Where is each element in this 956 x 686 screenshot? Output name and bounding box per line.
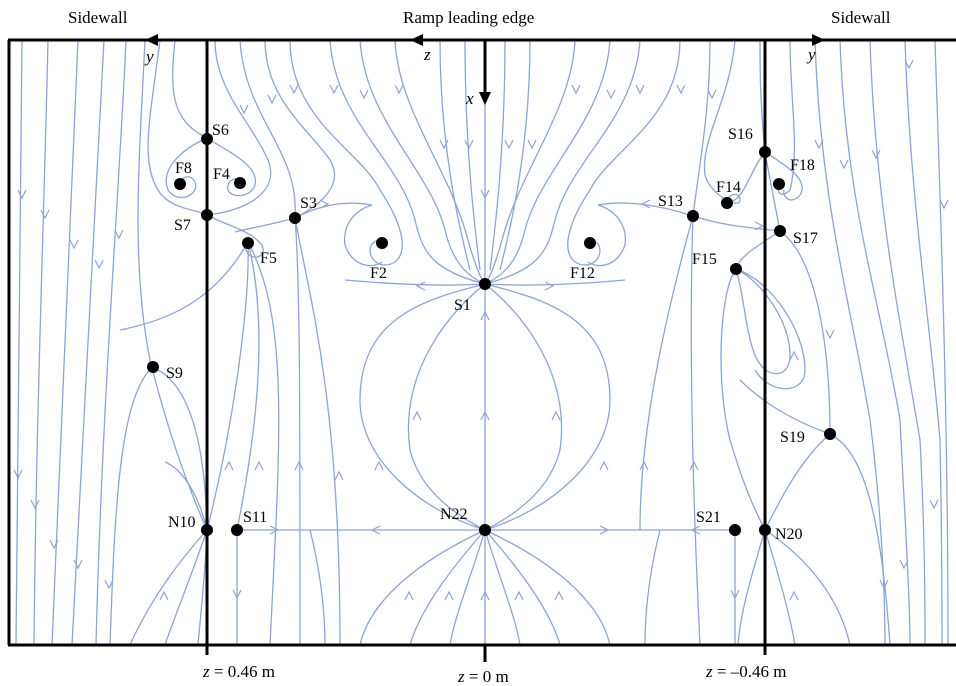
point-labels: S1 F2 S3 F4 F5 S6 S7 F8 S9 N10 S11 F12 S…: [166, 122, 818, 543]
streamlines: [13, 39, 949, 646]
axis-y-left: y: [144, 47, 154, 66]
label-f12: F12: [570, 265, 595, 282]
label-n10: N10: [168, 514, 196, 531]
point-s16: [759, 146, 771, 158]
label-f18: F18: [790, 157, 815, 174]
header: Sidewall Ramp leading edge Sidewall: [68, 8, 891, 27]
label-f4: F4: [213, 166, 230, 183]
footer-left-label: z = 0.46 m: [202, 662, 275, 681]
critical-points: [147, 133, 836, 536]
point-s6: [201, 133, 213, 145]
label-s19: S19: [780, 429, 805, 446]
point-s7: [201, 209, 213, 221]
label-n22: N22: [440, 506, 468, 523]
point-f12: [584, 237, 596, 249]
label-f8: F8: [175, 160, 192, 177]
point-n20: [759, 524, 771, 536]
footer-right-label: z = –0.46 m: [705, 662, 786, 681]
label-s9: S9: [166, 365, 183, 382]
label-s11: S11: [243, 509, 267, 526]
frame: [7, 38, 956, 662]
footer-center-label: z = 0 m: [457, 667, 509, 686]
left-sidewall-label: Sidewall: [68, 8, 128, 27]
point-s21: [729, 524, 741, 536]
point-s13: [687, 210, 699, 222]
axis-x: x: [465, 89, 474, 108]
label-s17: S17: [793, 230, 818, 247]
ramp-leading-edge-label: Ramp leading edge: [403, 8, 534, 27]
arrowheads: [13, 59, 949, 601]
label-s21: S21: [696, 509, 721, 526]
point-s11: [231, 524, 243, 536]
point-f15: [730, 263, 742, 275]
label-s13: S13: [658, 193, 683, 210]
axis-y-right: y: [806, 45, 816, 64]
label-f15: F15: [692, 251, 717, 268]
axis-arrows: [145, 34, 825, 105]
point-s17: [774, 225, 786, 237]
label-n20: N20: [775, 526, 803, 543]
label-f5: F5: [260, 250, 277, 267]
point-n22: [479, 524, 491, 536]
point-n10: [201, 524, 213, 536]
label-f2: F2: [370, 265, 387, 282]
point-s1: [479, 278, 491, 290]
footer: z = 0.46 m z = 0 m z = –0.46 m: [202, 662, 786, 686]
label-f14: F14: [716, 179, 741, 196]
label-s3: S3: [300, 195, 317, 212]
point-s3: [289, 212, 301, 224]
label-s6: S6: [212, 122, 229, 139]
point-f4: [234, 177, 246, 189]
point-s19: [824, 428, 836, 440]
label-s1: S1: [454, 297, 471, 314]
axis-labels: y z x y: [144, 45, 816, 108]
point-f14: [721, 197, 733, 209]
right-sidewall-label: Sidewall: [831, 8, 891, 27]
point-f18: [773, 178, 785, 190]
label-s16: S16: [728, 126, 753, 143]
point-f2: [376, 237, 388, 249]
label-s7: S7: [174, 217, 191, 234]
point-f8: [174, 178, 186, 190]
axis-z: z: [423, 45, 431, 64]
point-s9: [147, 361, 159, 373]
point-f5: [242, 237, 254, 249]
